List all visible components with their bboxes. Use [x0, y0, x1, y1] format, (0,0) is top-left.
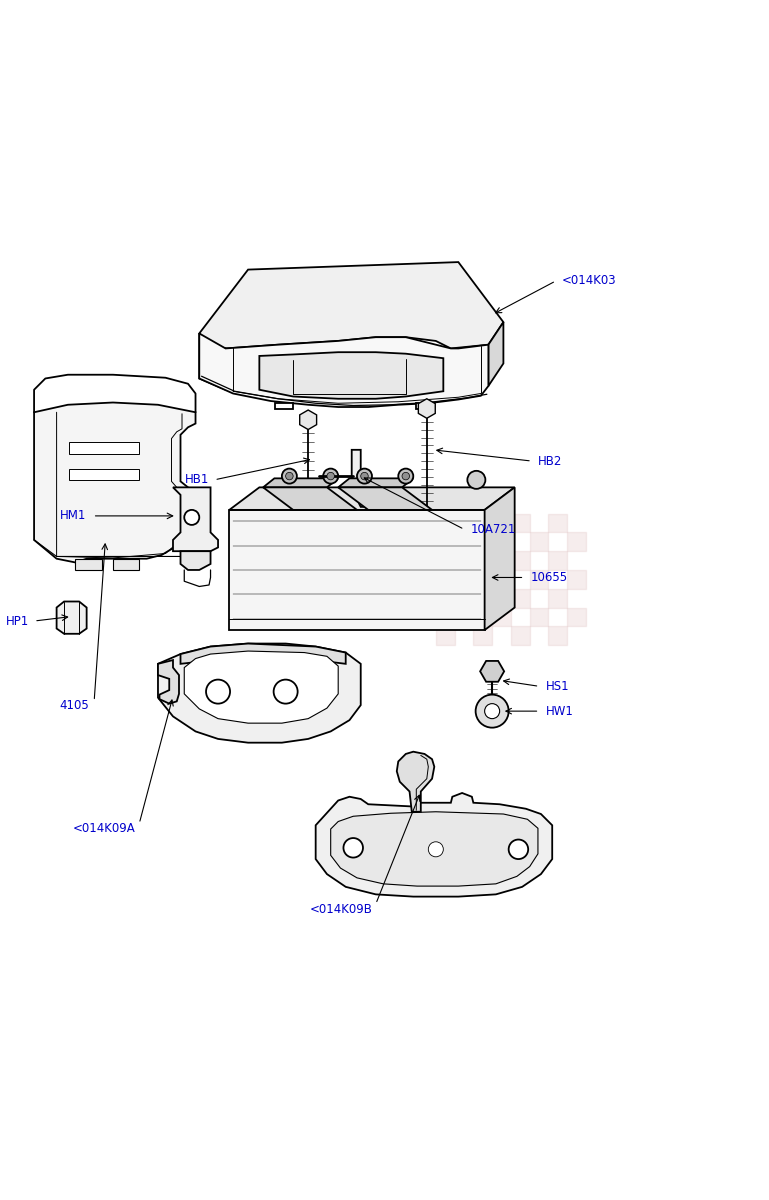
Polygon shape — [338, 487, 432, 510]
Polygon shape — [315, 793, 552, 896]
Bar — [436, 551, 454, 570]
Circle shape — [398, 468, 413, 484]
Circle shape — [323, 468, 338, 484]
Text: scuderia: scuderia — [284, 564, 498, 606]
Polygon shape — [351, 450, 381, 506]
Polygon shape — [57, 601, 87, 634]
Polygon shape — [229, 510, 484, 630]
Bar — [530, 533, 548, 551]
Text: HB1: HB1 — [185, 473, 209, 486]
Text: <014K09B: <014K09B — [310, 902, 373, 916]
Bar — [568, 533, 586, 551]
Text: <014K09A: <014K09A — [73, 822, 135, 835]
Polygon shape — [199, 262, 504, 348]
Polygon shape — [338, 479, 413, 487]
Bar — [511, 626, 530, 646]
Circle shape — [282, 468, 297, 484]
Polygon shape — [275, 403, 293, 408]
Circle shape — [484, 703, 500, 719]
Text: 10A721: 10A721 — [471, 523, 516, 536]
Bar — [548, 551, 568, 570]
Text: 10655: 10655 — [531, 571, 568, 584]
Circle shape — [206, 679, 230, 703]
Circle shape — [185, 510, 199, 524]
Polygon shape — [397, 751, 434, 811]
Polygon shape — [331, 811, 538, 886]
Circle shape — [468, 470, 485, 488]
Circle shape — [344, 838, 363, 858]
Text: HS1: HS1 — [545, 680, 569, 692]
Polygon shape — [34, 402, 195, 563]
Bar — [474, 589, 492, 607]
Bar — [436, 514, 454, 533]
Bar — [530, 570, 548, 589]
Polygon shape — [181, 551, 211, 570]
Circle shape — [361, 473, 368, 480]
Bar — [530, 607, 548, 626]
Bar — [511, 514, 530, 533]
Polygon shape — [185, 652, 338, 724]
Circle shape — [285, 473, 293, 480]
Bar — [511, 551, 530, 570]
Bar — [568, 570, 586, 589]
Text: HW1: HW1 — [545, 704, 574, 718]
Circle shape — [274, 679, 298, 703]
Bar — [474, 626, 492, 646]
Polygon shape — [484, 487, 514, 630]
Bar — [454, 533, 474, 551]
Circle shape — [428, 841, 443, 857]
Text: car parts: car parts — [335, 604, 447, 628]
Bar — [492, 607, 511, 626]
Bar — [436, 589, 454, 607]
Bar — [454, 607, 474, 626]
Polygon shape — [418, 398, 435, 419]
Bar — [474, 514, 492, 533]
Circle shape — [475, 695, 508, 727]
Polygon shape — [263, 487, 357, 510]
Text: HB2: HB2 — [538, 455, 562, 468]
Circle shape — [327, 473, 335, 480]
Polygon shape — [158, 643, 361, 743]
Bar — [511, 589, 530, 607]
Bar — [568, 607, 586, 626]
Polygon shape — [229, 487, 514, 510]
Polygon shape — [199, 334, 225, 390]
Text: <014K03: <014K03 — [562, 275, 617, 287]
Polygon shape — [69, 443, 139, 454]
Polygon shape — [259, 352, 443, 398]
Polygon shape — [181, 643, 346, 664]
Polygon shape — [488, 322, 504, 386]
Polygon shape — [69, 468, 139, 480]
Polygon shape — [415, 403, 434, 408]
Bar — [548, 626, 568, 646]
Bar — [492, 570, 511, 589]
Polygon shape — [263, 479, 338, 487]
Polygon shape — [75, 559, 102, 570]
Polygon shape — [480, 661, 504, 682]
Bar — [492, 533, 511, 551]
Text: 4105: 4105 — [59, 698, 89, 712]
Circle shape — [402, 473, 410, 480]
Bar — [454, 570, 474, 589]
Bar — [548, 514, 568, 533]
Circle shape — [357, 468, 372, 484]
Polygon shape — [158, 660, 179, 703]
Polygon shape — [173, 487, 218, 551]
Bar — [436, 626, 454, 646]
Text: HM1: HM1 — [60, 509, 87, 522]
Polygon shape — [300, 410, 317, 430]
Polygon shape — [199, 334, 488, 407]
Circle shape — [508, 840, 528, 859]
Polygon shape — [113, 559, 139, 570]
Bar — [474, 551, 492, 570]
Text: HP1: HP1 — [5, 614, 28, 628]
Bar — [548, 589, 568, 607]
